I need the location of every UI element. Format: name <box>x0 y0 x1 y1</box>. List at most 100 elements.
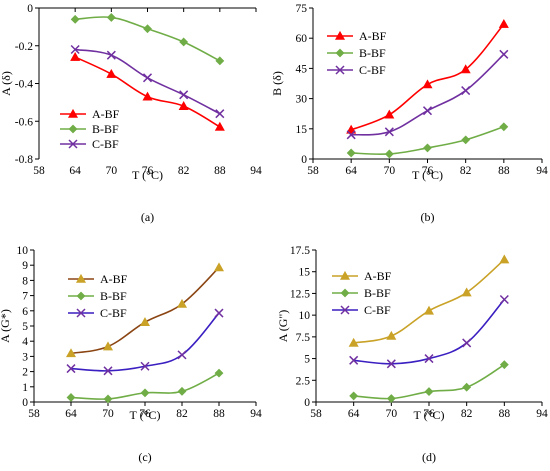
data-point <box>386 359 396 369</box>
panel-label: (c) <box>138 450 151 464</box>
data-point <box>179 90 189 100</box>
data-point <box>215 109 225 119</box>
data-point <box>498 18 509 28</box>
data-point <box>499 254 510 264</box>
data-point <box>140 388 150 398</box>
data-point <box>499 360 509 370</box>
x-tick-label: 64 <box>345 165 357 177</box>
y-tick-label: -0.4 <box>15 79 33 91</box>
legend-entry: C-BF <box>68 306 127 320</box>
y-tick-label: 4 <box>22 336 28 348</box>
data-point <box>346 124 357 134</box>
x-tick-label: 64 <box>348 408 360 420</box>
x-tick-label: 58 <box>310 408 322 420</box>
x-tick-label: 82 <box>178 165 190 177</box>
x-axis-title: T (°C) <box>130 408 161 422</box>
data-point <box>384 109 395 119</box>
data-point <box>142 73 153 83</box>
y-tick-label: 7 <box>22 291 28 303</box>
legend-marker <box>335 65 345 75</box>
x-tick-label: 88 <box>214 165 226 177</box>
data-point <box>139 317 151 327</box>
panel-label: (b) <box>421 210 435 224</box>
y-axis-title: A (G*) <box>0 309 12 343</box>
legend-label: A-BF <box>359 29 387 43</box>
series-a-bf <box>70 51 225 131</box>
data-point <box>349 391 359 401</box>
x-tick-label: 64 <box>65 408 77 420</box>
x-tick-label: 70 <box>384 165 396 177</box>
data-point <box>143 24 152 34</box>
x-tick-label: 82 <box>176 408 188 420</box>
data-point <box>66 364 76 374</box>
series-a-bf <box>346 18 509 134</box>
legend-marker <box>339 270 351 280</box>
data-point <box>460 64 471 74</box>
y-tick-label: 1 <box>22 382 28 394</box>
y-tick-label: 17.5 <box>290 245 310 257</box>
data-point <box>346 130 356 140</box>
y-axis-title: A (δ) <box>0 71 13 96</box>
legend-label: B-BF <box>100 289 127 303</box>
x-tick-label: 88 <box>499 408 511 420</box>
series-b-bf <box>70 13 225 66</box>
legend-marker <box>76 308 86 318</box>
data-point <box>422 106 433 116</box>
x-tick-label: 70 <box>106 165 118 177</box>
series-c-bf <box>349 294 509 369</box>
y-tick-label: 2.5 <box>296 375 311 387</box>
y-tick-label: 45 <box>296 63 308 75</box>
y-axis-title: B (δ) <box>270 71 284 96</box>
legend-label: B-BF <box>92 122 119 136</box>
legend-entry: C-BF <box>60 137 119 151</box>
data-point <box>70 14 80 24</box>
x-tick-label: 94 <box>536 408 548 420</box>
legend-marker <box>335 48 345 58</box>
x-tick-label: 82 <box>461 408 473 420</box>
data-point <box>384 127 394 137</box>
data-point <box>462 338 472 348</box>
y-tick-label: 60 <box>296 33 308 45</box>
x-tick-label: 82 <box>460 165 472 177</box>
y-tick-label: -0.2 <box>15 41 33 53</box>
x-tick-label: 76 <box>142 165 154 177</box>
legend-label: B-BF <box>364 286 391 300</box>
data-point <box>499 294 509 305</box>
data-point <box>386 394 396 403</box>
data-point <box>462 382 472 392</box>
x-axis-title: T (°C) <box>132 168 163 182</box>
y-tick-label: 3 <box>22 351 28 363</box>
x-tick-label: 94 <box>250 408 262 420</box>
data-point <box>424 354 434 364</box>
panel-label: (a) <box>141 210 154 224</box>
y-tick-label: -0.8 <box>15 154 33 166</box>
series-a-bf <box>65 262 225 358</box>
x-axis-title: T (°C) <box>412 168 443 182</box>
legend-entry: B-BF <box>332 286 391 300</box>
data-point <box>142 91 153 101</box>
data-point <box>176 298 188 308</box>
data-point <box>140 361 150 371</box>
data-point <box>348 337 359 347</box>
legend-marker <box>76 291 86 301</box>
y-tick-label: -0.6 <box>15 116 33 128</box>
data-point <box>386 330 397 340</box>
data-point <box>103 366 113 376</box>
legend-label: C-BF <box>100 306 127 320</box>
x-tick-label: 76 <box>422 165 434 177</box>
data-point <box>461 287 472 297</box>
legend-entry: A-BF <box>332 269 392 283</box>
data-point <box>461 135 471 145</box>
series-b-bf <box>66 368 224 404</box>
x-axis-title: T (°C) <box>414 408 445 422</box>
data-point <box>106 13 116 22</box>
data-point <box>349 355 359 365</box>
data-point <box>102 341 114 351</box>
y-tick-label: 15 <box>296 124 308 136</box>
data-point <box>423 305 435 315</box>
data-point <box>70 51 81 61</box>
x-tick-label: 58 <box>28 408 40 420</box>
y-tick-label: 5 <box>304 354 310 366</box>
data-point <box>66 393 76 402</box>
